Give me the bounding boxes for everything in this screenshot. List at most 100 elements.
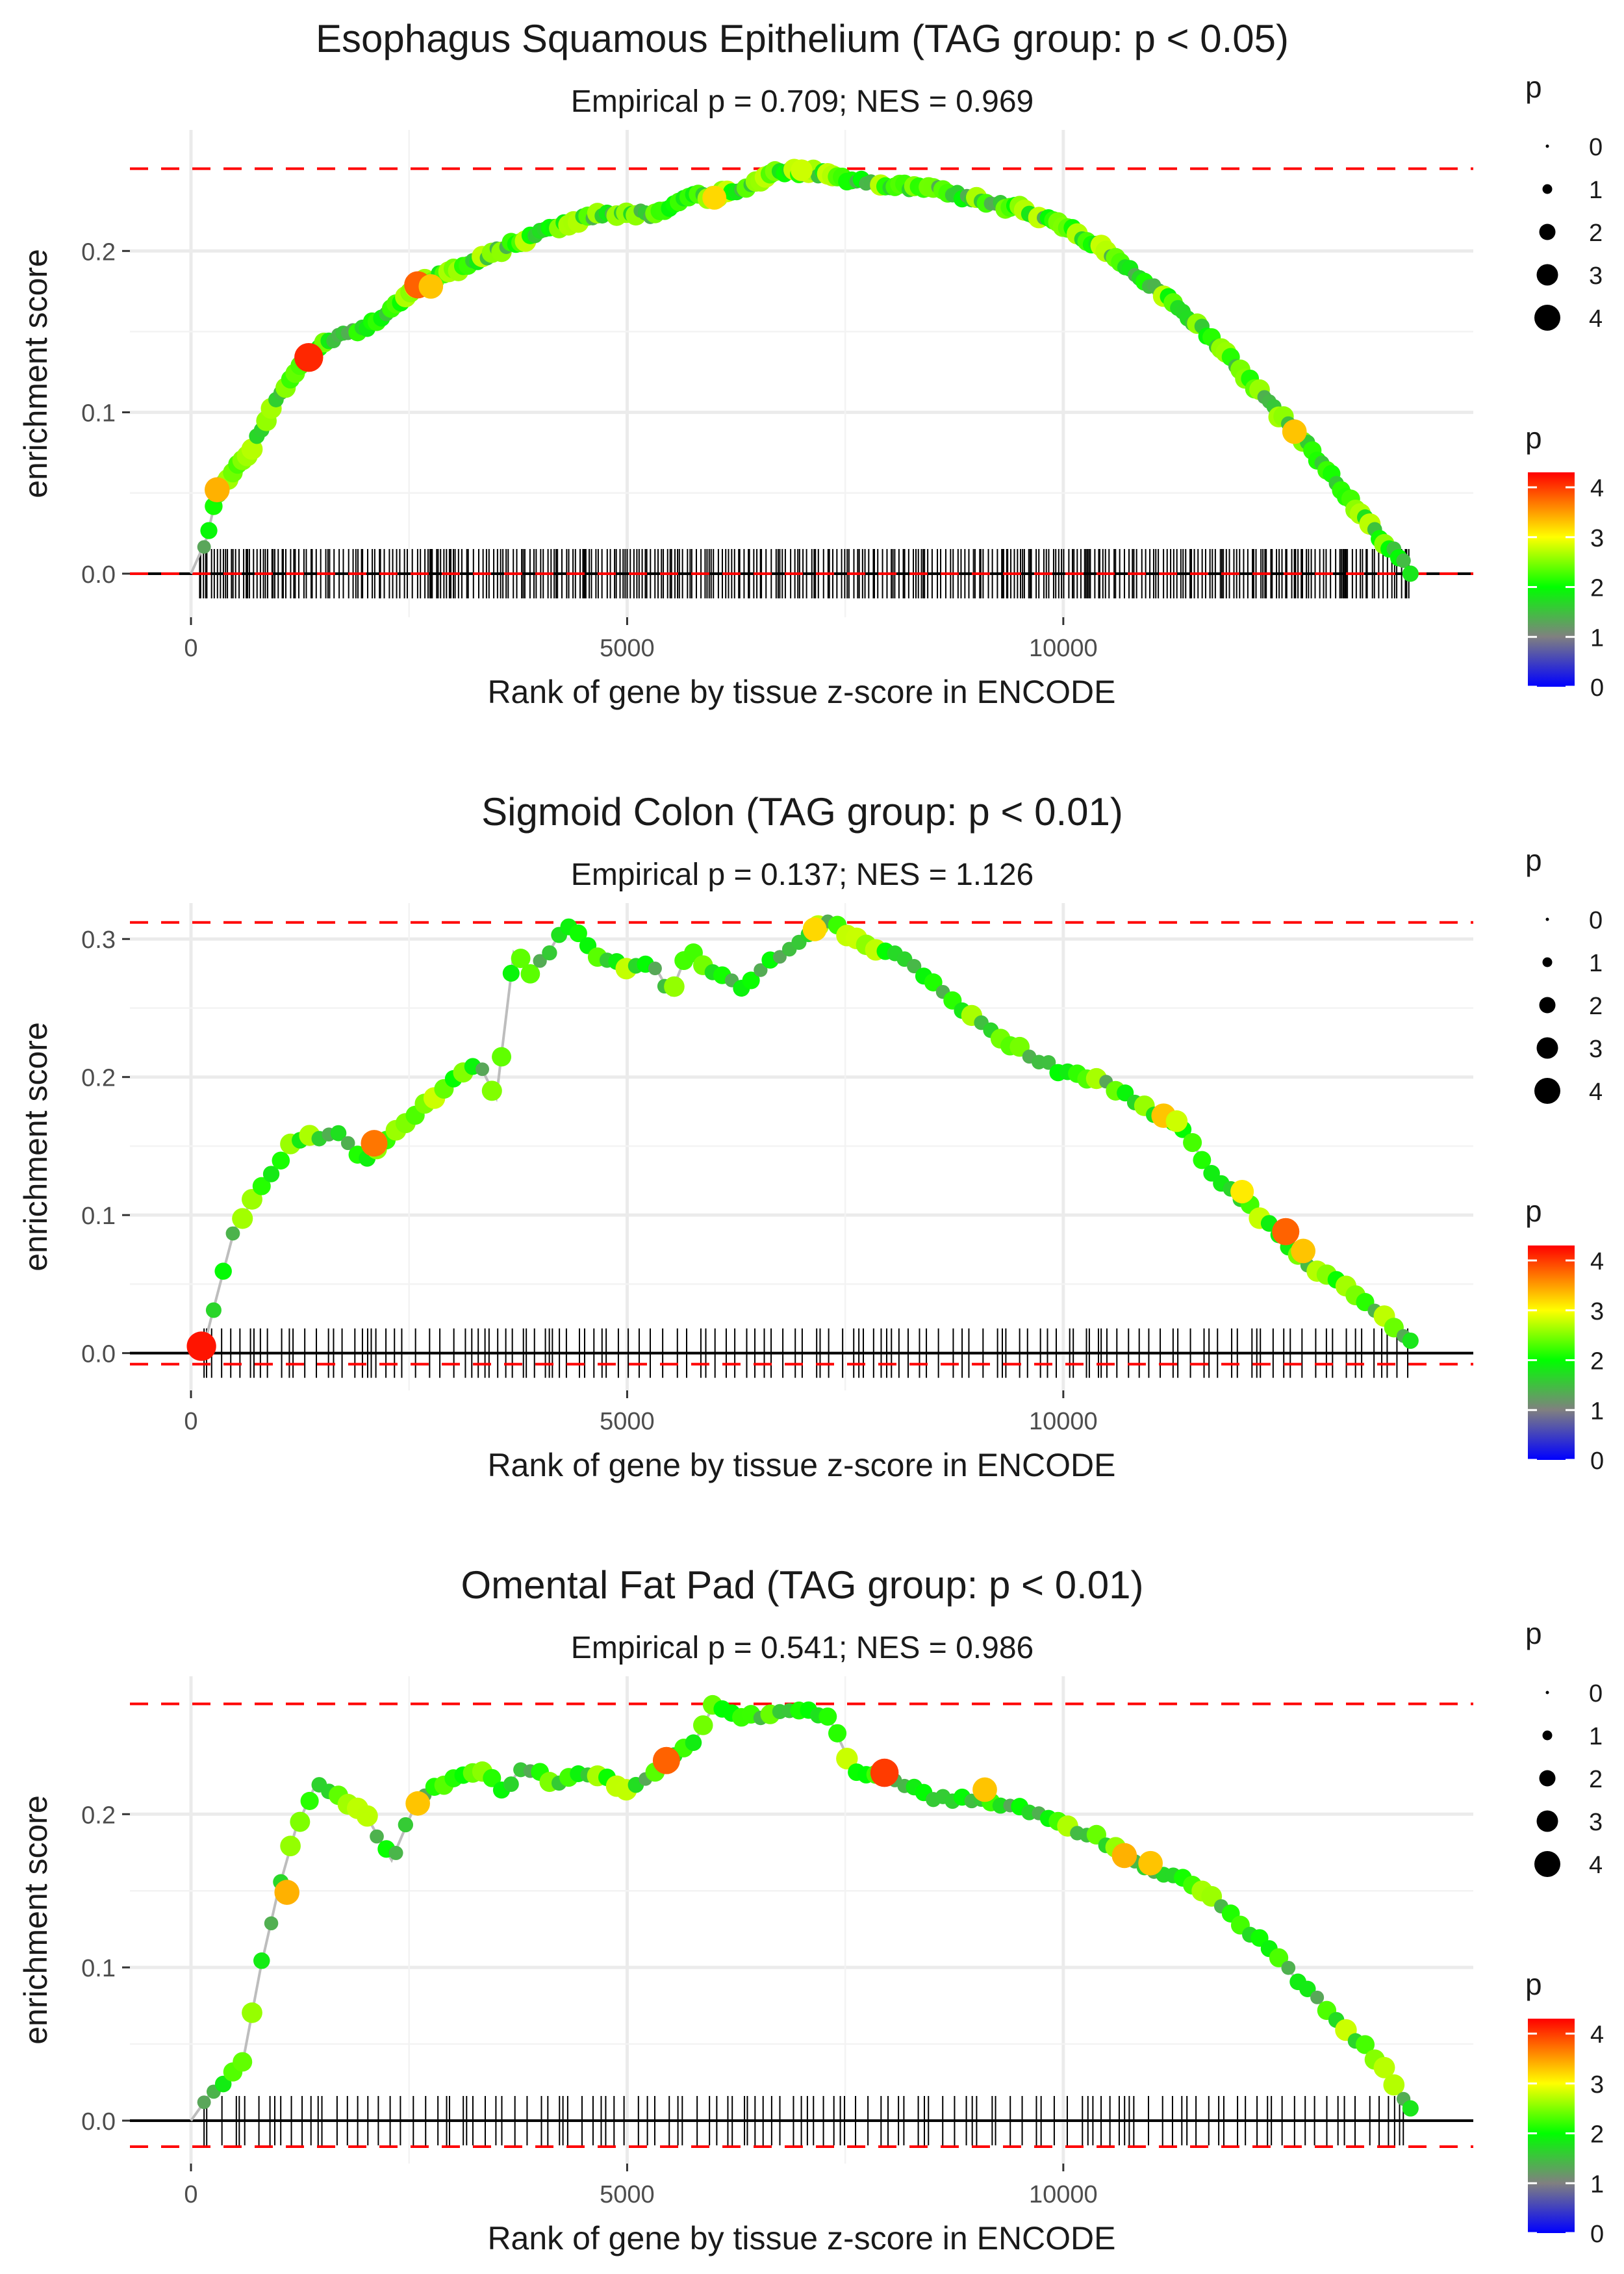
es-point-highlight	[274, 1880, 299, 1905]
es-point-highlight	[205, 477, 230, 503]
es-point	[1183, 1133, 1202, 1153]
es-point	[1310, 1990, 1325, 2004]
x-axis-label: Rank of gene by tissue z-score in ENCODE	[487, 1447, 1115, 1483]
size-legend-label: 4	[1589, 305, 1603, 333]
es-point	[1281, 1960, 1296, 1975]
color-legend-label: 1	[1590, 1398, 1604, 1425]
es-point-highlight	[1291, 1238, 1316, 1264]
x-tick-label: 10000	[1029, 1408, 1098, 1435]
size-legend-label: 1	[1589, 1723, 1603, 1750]
es-point	[1402, 2100, 1419, 2117]
es-point	[300, 1791, 319, 1810]
size-legend-title: p	[1525, 1616, 1542, 1650]
size-legend: p 0 1 2 3 4	[1525, 843, 1603, 1106]
size-legend-key	[1545, 1691, 1549, 1694]
es-point-highlight	[1165, 1110, 1188, 1132]
es-point	[197, 540, 211, 554]
y-tick-label: 0.1	[81, 1203, 116, 1230]
chart-title: Sigmoid Colon (TAG group: p < 0.01)	[481, 790, 1123, 834]
es-point	[1193, 1151, 1212, 1169]
color-legend-label: 2	[1590, 1348, 1604, 1375]
color-legend-label: 1	[1590, 624, 1604, 652]
es-point	[330, 1125, 347, 1142]
es-point	[356, 1805, 378, 1827]
size-legend-label: 2	[1589, 1766, 1603, 1793]
y-tick-label: 0.3	[81, 926, 116, 954]
color-legend-label: 1	[1590, 2171, 1604, 2198]
color-legend-title: p	[1525, 421, 1542, 455]
es-point	[1355, 2035, 1375, 2054]
panel-2: Sigmoid Colon (TAG group: p < 0.01) Empir…	[18, 790, 1604, 1483]
color-legend-label: 2	[1590, 575, 1604, 602]
size-legend-label: 0	[1589, 1680, 1603, 1707]
es-point	[1402, 1332, 1419, 1349]
size-legend-key	[1545, 917, 1549, 921]
panel-3: Omental Fat Pad (TAG group: p < 0.01) Emp…	[18, 1563, 1604, 2256]
size-legend-key	[1534, 305, 1560, 331]
es-point-highlight	[294, 342, 324, 372]
color-legend-label: 3	[1590, 2071, 1604, 2099]
chart-subtitle: Empirical p = 0.541; NES = 0.986	[571, 1631, 1034, 1665]
color-legend: p 4 3 2 1 0	[1525, 421, 1604, 702]
es-point	[476, 1062, 490, 1077]
es-point	[1383, 2074, 1405, 2096]
color-legend-label: 4	[1590, 1248, 1604, 1275]
size-legend-key	[1534, 1078, 1560, 1104]
enrichment-points	[197, 159, 1419, 582]
es-point	[511, 949, 531, 968]
es-point	[569, 924, 587, 943]
es-point-highlight	[1230, 1180, 1254, 1204]
gridlines	[130, 130, 1473, 617]
size-legend-key	[1536, 1810, 1558, 1832]
es-point	[272, 1151, 290, 1170]
es-point-highlight	[1272, 1218, 1300, 1246]
color-legend: p 4 3 2 1 0	[1525, 1967, 1604, 2248]
es-point	[1269, 1948, 1289, 1967]
size-legend: p 0 1 2 3 4	[1525, 70, 1603, 333]
y-tick-label: 0.0	[81, 1341, 116, 1368]
color-legend-label: 4	[1590, 2021, 1604, 2049]
y-axis-label: enrichment score	[18, 249, 54, 498]
es-point	[492, 1047, 512, 1067]
x-tick-label: 0	[184, 2181, 197, 2208]
es-point	[924, 973, 943, 991]
es-point	[388, 1845, 403, 1860]
es-point	[520, 964, 540, 984]
es-point	[664, 976, 685, 997]
es-point	[742, 971, 760, 990]
size-legend-label: 2	[1589, 993, 1603, 1020]
enrichment-points	[197, 1694, 1419, 2117]
es-point-highlight	[1111, 1843, 1137, 1869]
es-point	[290, 1811, 311, 1832]
y-axis-label: enrichment score	[18, 1795, 54, 2045]
y-tick-label: 0.1	[81, 400, 116, 428]
x-tick-label: 0	[184, 1408, 197, 1435]
color-legend-bar	[1528, 472, 1575, 687]
es-point	[481, 1080, 502, 1101]
color-legend: p 4 3 2 1 0	[1525, 1194, 1604, 1475]
color-legend-title: p	[1525, 1967, 1542, 2001]
x-tick-label: 5000	[600, 635, 655, 662]
chart-subtitle: Empirical p = 0.137; NES = 1.126	[571, 858, 1034, 892]
es-point	[828, 1724, 847, 1743]
es-point	[1041, 1054, 1056, 1070]
es-point	[264, 1916, 279, 1931]
gridlines	[130, 1676, 1473, 2164]
y-tick-label: 0.0	[81, 561, 116, 589]
y-tick-label: 0.0	[81, 2108, 116, 2136]
es-point	[542, 945, 557, 961]
es-point	[502, 964, 520, 982]
color-legend-label: 4	[1590, 475, 1604, 502]
axes: 0 5000 10000 0.0 0.1 0.2 Rank of gene by tissu…	[18, 1795, 1116, 2256]
es-point-highlight	[652, 1746, 680, 1774]
chart-title: Omental Fat Pad (TAG group: p < 0.01)	[461, 1563, 1143, 1607]
color-legend-label: 2	[1590, 2121, 1604, 2149]
axes: 0 5000 10000 0.0 0.1 0.2 Rank of gene by tissu…	[18, 238, 1116, 710]
es-point-highlight	[1138, 1850, 1163, 1876]
size-legend-label: 0	[1589, 134, 1603, 161]
size-legend-label: 3	[1589, 262, 1603, 290]
size-legend-label: 2	[1589, 220, 1603, 247]
size-legend-key	[1536, 1037, 1558, 1059]
es-point	[692, 1715, 713, 1735]
